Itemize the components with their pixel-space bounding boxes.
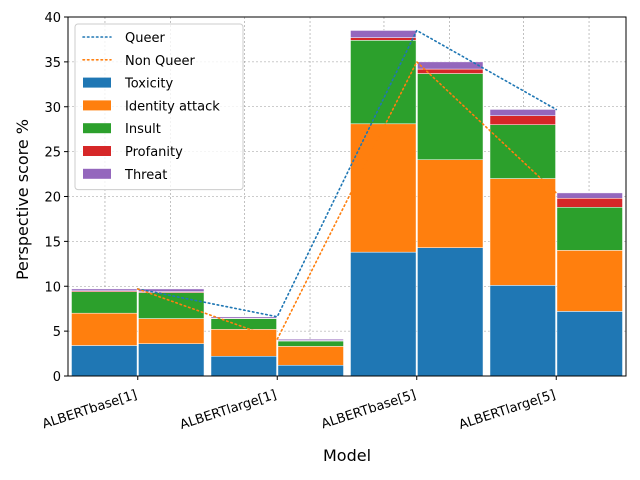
bar-threat-queer-albertlarge-5: [489, 109, 556, 116]
legend-swatch-identity-attack: [83, 100, 111, 111]
y-tick-label: 25: [44, 146, 61, 161]
bar-profanity-queer-albertlarge-5: [489, 115, 556, 125]
bar-profanity-queer-albertbase-5: [350, 37, 417, 41]
bar-threat-queer-albertbase-5: [350, 30, 417, 38]
legend-label-queer: Queer: [125, 31, 165, 46]
bar-threat-non-queer-albertlarge-1: [277, 338, 344, 341]
y-tick-label: 0: [53, 370, 61, 385]
y-axis-label: Perspective score %: [13, 119, 32, 280]
series-lines: [136, 29, 558, 341]
bar-insult-non-queer-albertlarge-1: [277, 340, 344, 347]
bar-toxicity-non-queer-albertbase-5: [417, 247, 484, 377]
y-tick-label: 20: [44, 191, 61, 206]
y-tick-label: 35: [44, 56, 61, 71]
legend-label-non-queer: Non Queer: [125, 54, 196, 69]
bar-toxicity-non-queer-albertlarge-1: [277, 364, 344, 377]
y-tick-label: 30: [44, 101, 61, 116]
bar-insult-non-queer-albertlarge-5: [556, 207, 623, 251]
y-tick-label: 10: [44, 280, 61, 295]
line-non-queer: [136, 60, 558, 341]
bar-identity-attack-non-queer-albertbase-5: [417, 159, 484, 248]
legend-swatch-profanity: [83, 146, 111, 156]
y-axis-ticks: 0 5 10 15 20 25 30 35 40: [44, 11, 68, 385]
legend-swatch-insult: [83, 123, 111, 134]
legend-label-toxicity: Toxicity: [124, 77, 173, 92]
legend-label-insult: Insult: [125, 122, 161, 137]
bar-threat-queer-albertlarge-1: [210, 316, 277, 319]
y-tick-label: 40: [44, 11, 61, 26]
bar-toxicity-queer-albertlarge-5: [489, 285, 556, 377]
y-tick-label: 5: [53, 325, 61, 340]
bar-insult-non-queer-albertbase-1: [138, 292, 205, 319]
bar-toxicity-non-queer-albertbase-1: [138, 343, 205, 377]
bar-threat-non-queer-albertbase-1: [138, 288, 205, 292]
bar-identity-attack-queer-albertbase-1: [71, 312, 138, 346]
bar-toxicity-queer-albertbase-5: [350, 251, 417, 377]
bar-insult-queer-albertbase-1: [71, 291, 138, 314]
bar-threat-non-queer-albertbase-5: [417, 61, 484, 70]
bar-identity-attack-queer-albertbase-5: [350, 123, 417, 253]
legend-label-threat: Threat: [124, 168, 167, 183]
legend: Queer Non Queer Toxicity Identity attack Ins…: [74, 23, 244, 191]
legend-swatch-toxicity: [83, 77, 111, 88]
bar-threat-non-queer-albertlarge-5: [556, 192, 623, 199]
legend-box: [74, 23, 244, 191]
bar-identity-attack-non-queer-albertlarge-1: [277, 346, 344, 366]
bar-threat-queer-albertbase-1: [71, 288, 138, 291]
y-tick-label: 15: [44, 235, 61, 250]
bar-identity-attack-queer-albertlarge-5: [489, 178, 556, 286]
bar-toxicity-non-queer-albertlarge-5: [556, 311, 623, 377]
x-axis-label: Model: [323, 446, 371, 465]
legend-label-identity-attack: Identity attack: [125, 99, 220, 114]
bar-identity-attack-non-queer-albertbase-1: [138, 318, 205, 344]
bar-identity-attack-non-queer-albertlarge-5: [556, 250, 623, 312]
line-queer: [136, 29, 558, 318]
bars: [71, 30, 623, 377]
bar-insult-queer-albertlarge-5: [489, 124, 556, 179]
bar-identity-attack-queer-albertlarge-1: [210, 329, 277, 357]
legend-label-profanity: Profanity: [125, 145, 183, 160]
legend-swatch-threat: [83, 168, 111, 179]
bar-insult-non-queer-albertbase-5: [417, 73, 484, 160]
bar-toxicity-queer-albertbase-1: [71, 345, 138, 377]
bar-toxicity-queer-albertlarge-1: [210, 356, 277, 377]
bar-profanity-non-queer-albertlarge-5: [556, 198, 623, 208]
